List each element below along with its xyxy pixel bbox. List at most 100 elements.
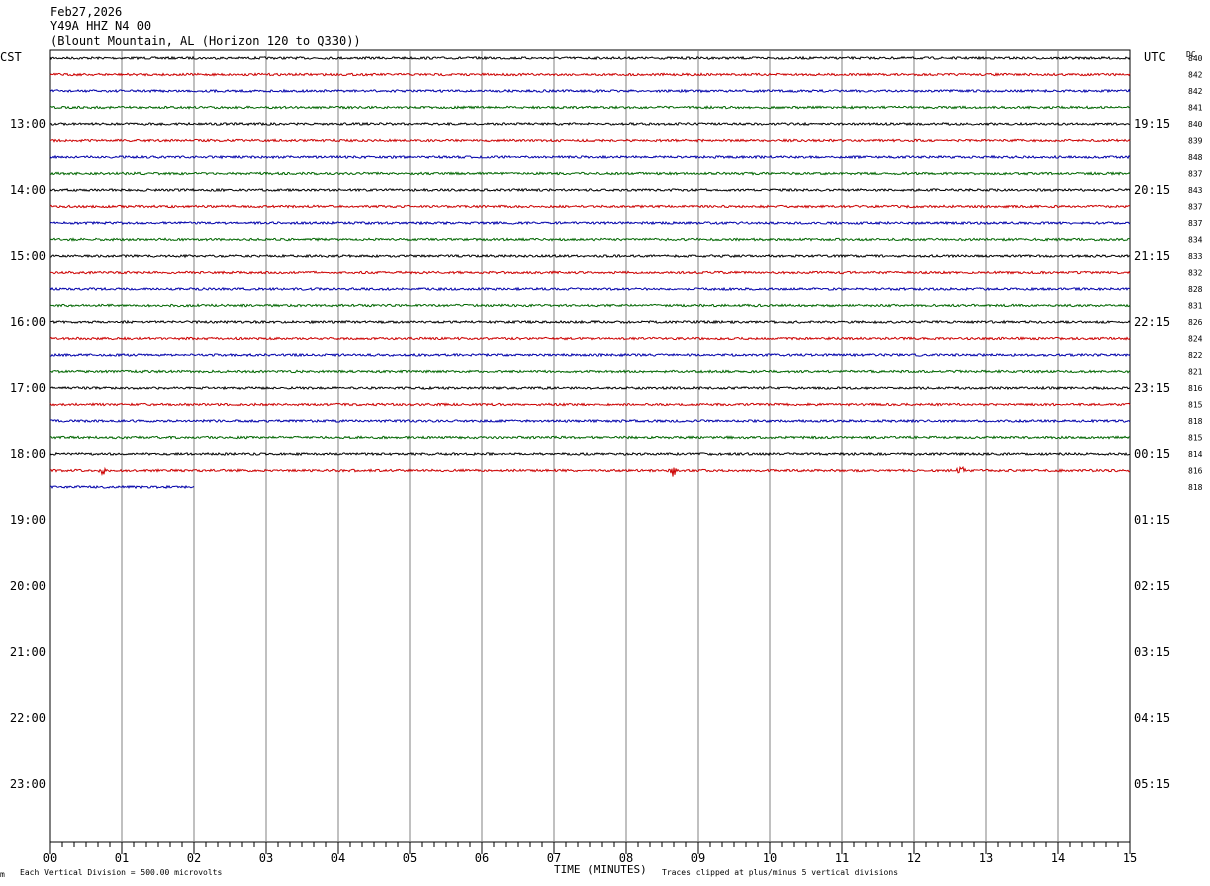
trace-line xyxy=(49,121,1131,127)
dc-offset-label: 818 xyxy=(1188,417,1203,426)
dc-offset-label: 839 xyxy=(1188,137,1203,146)
trace-line xyxy=(49,418,1131,424)
x-tick-label: 03 xyxy=(259,851,273,865)
right-hour-label: 00:15 xyxy=(1134,447,1170,461)
dc-offset-label: 832 xyxy=(1188,269,1203,278)
left-hour-label: 20:00 xyxy=(10,579,46,593)
trace-line xyxy=(49,154,1131,160)
dc-offset-label: 831 xyxy=(1188,302,1203,311)
right-hour-label: 03:15 xyxy=(1134,645,1170,659)
x-tick-label: 11 xyxy=(835,851,849,865)
right-hour-label: 20:15 xyxy=(1134,183,1170,197)
trace-line xyxy=(49,105,1131,110)
dc-offset-label: 842 xyxy=(1188,71,1203,80)
trace-line xyxy=(49,253,1131,259)
trace-line xyxy=(49,55,1131,61)
dc-offset-label: 833 xyxy=(1188,252,1203,261)
left-hour-labels: 13:00 14:00 15:00 16:00 17:00 18:00 19:00 20:00… xyxy=(10,117,46,791)
x-tick-label: 07 xyxy=(547,851,561,865)
right-hour-label: 23:15 xyxy=(1134,381,1170,395)
dc-offset-label: 815 xyxy=(1188,401,1203,410)
dc-offset-label: 840 xyxy=(1188,54,1203,63)
trace-line xyxy=(49,204,1131,209)
plot-frame xyxy=(49,49,1131,843)
trace-line xyxy=(49,286,1131,292)
scale-note: Each Vertical Division = 500.00 microvol… xyxy=(20,868,222,877)
dc-offset-label: 837 xyxy=(1188,170,1203,179)
minute-grid xyxy=(121,50,1059,842)
x-tick-label: 09 xyxy=(691,851,705,865)
left-timezone-label: CST xyxy=(0,50,22,64)
clip-note: Traces clipped at plus/minus 5 vertical … xyxy=(662,868,898,877)
x-tick-label: 14 xyxy=(1051,851,1065,865)
trace-line xyxy=(49,451,1131,457)
x-tick-label: 13 xyxy=(979,851,993,865)
x-tick-label: 01 xyxy=(115,851,129,865)
x-tick-label: 06 xyxy=(475,851,489,865)
station-code: Y49A HHZ N4 00 xyxy=(50,19,151,33)
x-axis-label: TIME (MINUTES) xyxy=(554,863,647,876)
x-tick-label: 02 xyxy=(187,851,201,865)
station-location: (Blount Mountain, AL (Horizon 120 to Q33… xyxy=(50,34,361,48)
seismic-traces xyxy=(49,55,1131,490)
trace-line xyxy=(49,402,1131,407)
dc-offset-label: 837 xyxy=(1188,219,1203,228)
right-hour-label: 04:15 xyxy=(1134,711,1170,725)
x-axis: 00 01 02 03 04 05 06 07 08 09 10 11 12 13 14 15 xyxy=(43,842,1137,865)
dc-offset-label: 821 xyxy=(1188,368,1203,377)
x-tick-label: 08 xyxy=(619,851,633,865)
dc-offset-label: 837 xyxy=(1188,203,1203,212)
right-hour-label: 19:15 xyxy=(1134,117,1170,131)
x-tick-label: 10 xyxy=(763,851,777,865)
x-tick-label: 12 xyxy=(907,851,921,865)
trace-line xyxy=(49,270,1131,275)
right-hour-label: 01:15 xyxy=(1134,513,1170,527)
trace-line xyxy=(49,220,1131,226)
left-hour-label: 18:00 xyxy=(10,447,46,461)
dc-offset-label: 826 xyxy=(1188,318,1203,327)
dc-offset-label: 824 xyxy=(1188,335,1203,344)
x-tick-label: 15 xyxy=(1123,851,1137,865)
left-hour-label: 15:00 xyxy=(10,249,46,263)
left-hour-label: 23:00 xyxy=(10,777,46,791)
trace-line xyxy=(49,72,1131,77)
right-hour-label: 22:15 xyxy=(1134,315,1170,329)
dc-offset-label: 815 xyxy=(1188,434,1203,443)
trace-line xyxy=(49,88,1131,94)
left-hour-label: 14:00 xyxy=(10,183,46,197)
x-tick-label: 04 xyxy=(331,851,345,865)
trace-line xyxy=(49,385,1131,391)
right-hour-labels: 19:15 20:15 21:15 22:15 23:15 00:15 01:15 02:15… xyxy=(1134,117,1170,791)
trace-line xyxy=(49,237,1131,242)
dc-offset-label: 818 xyxy=(1188,483,1203,492)
left-hour-label: 19:00 xyxy=(10,513,46,527)
left-hour-label: 17:00 xyxy=(10,381,46,395)
trace-line xyxy=(49,435,1131,440)
left-hour-label: 22:00 xyxy=(10,711,46,725)
record-date: Feb27,2026 xyxy=(50,5,122,19)
dc-offset-label: 822 xyxy=(1188,351,1203,360)
trace-line xyxy=(49,465,1131,477)
dc-offset-label: 816 xyxy=(1188,467,1203,476)
trace-line xyxy=(49,319,1131,325)
left-hour-label: 21:00 xyxy=(10,645,46,659)
trace-line xyxy=(49,484,195,490)
dc-offset-label: 848 xyxy=(1188,153,1203,162)
trace-line xyxy=(49,336,1131,341)
right-timezone-label: UTC xyxy=(1144,50,1166,64)
x-tick-label: 05 xyxy=(403,851,417,865)
dc-offset-label: 842 xyxy=(1188,87,1203,96)
x-tick-label: 00 xyxy=(43,851,57,865)
left-hour-label: 16:00 xyxy=(10,315,46,329)
left-hour-label: 13:00 xyxy=(10,117,46,131)
dc-offset-label: 840 xyxy=(1188,120,1203,129)
dc-offset-label: 834 xyxy=(1188,236,1203,245)
right-hour-label: 21:15 xyxy=(1134,249,1170,263)
trace-line xyxy=(49,171,1131,176)
dc-offset-label: 828 xyxy=(1188,285,1203,294)
trace-line xyxy=(49,138,1131,143)
right-hour-label: 05:15 xyxy=(1134,777,1170,791)
trace-line xyxy=(49,369,1131,374)
dc-offset-label: 816 xyxy=(1188,384,1203,393)
